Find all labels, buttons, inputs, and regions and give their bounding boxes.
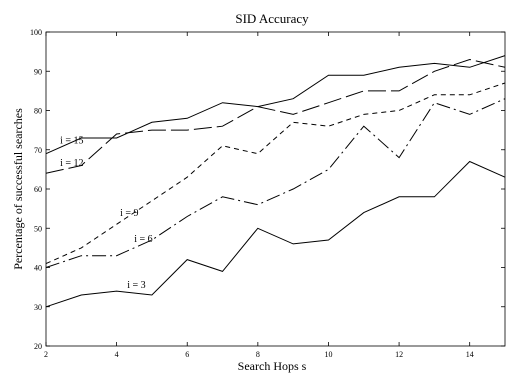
y-tick-label: 70: [34, 146, 42, 155]
x-tick-label: 6: [185, 350, 189, 359]
series-label: i = 6: [134, 234, 152, 245]
y-tick-label: 60: [34, 185, 42, 194]
y-axis-label: Percentage of successful searches: [11, 108, 25, 270]
series-line-i-6: [45, 98, 506, 268]
x-axis-label: Search Hops s: [238, 359, 307, 373]
x-tick-label: 14: [466, 350, 474, 359]
series-line-i-15: [45, 55, 506, 155]
x-tick-label: 10: [324, 350, 332, 359]
series-lines: [45, 55, 506, 308]
series-line-i-9: [45, 82, 506, 265]
series-label: i = 12: [60, 158, 83, 169]
series-labels: i = 15 i = 12 i = 9 i = 6 i = 3: [60, 135, 153, 291]
y-tick-label: 100: [30, 28, 42, 37]
series-line-i-3: [45, 160, 506, 308]
y-tick-label: 90: [34, 67, 42, 76]
x-tick-label: 12: [395, 350, 403, 359]
series-label: i = 9: [120, 208, 138, 219]
y-tick-label: 40: [34, 264, 42, 273]
x-tick-label: 2: [44, 350, 48, 359]
x-tick-label: 8: [256, 350, 260, 359]
series-label: i = 15: [60, 135, 83, 146]
y-tick-label: 20: [34, 342, 42, 351]
chart-title: SID Accuracy: [235, 11, 309, 26]
y-tick-label: 80: [34, 107, 42, 116]
axes: 2 4 6 8 10 12 14 20 30 40 50 60 70 80 90 100: [30, 28, 505, 359]
y-tick-label: 50: [34, 224, 42, 233]
series-line-i-12: [45, 58, 506, 174]
y-tick-label: 30: [34, 303, 42, 312]
plot-frame: [45, 31, 506, 347]
series-label: i = 3: [127, 280, 145, 291]
x-tick-label: 4: [115, 350, 119, 359]
